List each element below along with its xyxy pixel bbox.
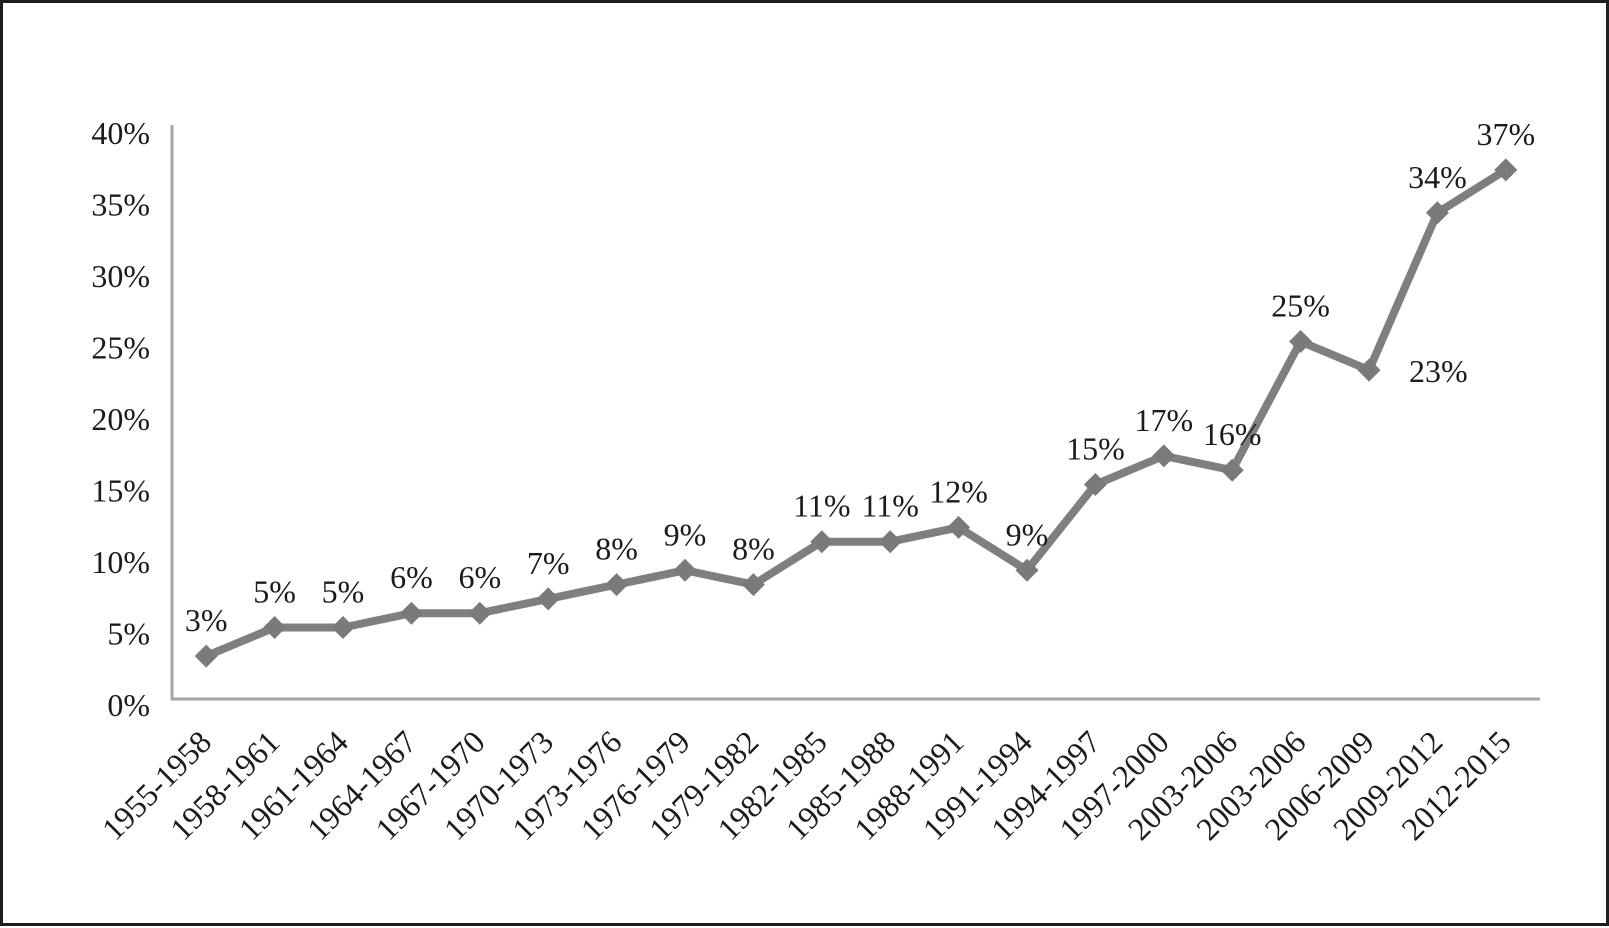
y-axis-tick-label: 40% — [91, 115, 150, 151]
y-axis-tick-label: 0% — [107, 687, 150, 723]
y-axis-tick-label: 10% — [91, 544, 150, 580]
data-point-label: 15% — [1066, 431, 1125, 467]
data-point-label: 11% — [861, 488, 918, 524]
data-point-label: 7% — [527, 545, 570, 581]
data-point-marker — [1289, 330, 1313, 353]
data-point-label: 25% — [1271, 288, 1330, 324]
data-point-marker — [1015, 558, 1039, 582]
data-point-label: 8% — [732, 531, 775, 567]
data-point-label: 9% — [664, 516, 707, 552]
data-point-marker — [1083, 473, 1107, 496]
line-chart: 0%5%10%15%20%25%30%35%40%1955-19581958-1… — [91, 115, 1540, 847]
data-point-label: 5% — [322, 574, 365, 610]
data-point-marker — [1494, 158, 1518, 182]
data-point-label: 8% — [595, 531, 638, 567]
data-point-marker — [1425, 201, 1449, 225]
data-point-label: 12% — [929, 473, 988, 509]
data-point-marker — [1357, 358, 1381, 382]
data-point-marker — [673, 558, 697, 582]
data-point-marker — [1152, 444, 1176, 468]
y-axis-tick-label: 15% — [91, 473, 150, 509]
data-point-marker — [399, 601, 423, 625]
data-point-marker — [536, 587, 560, 611]
labels-layer: 3% 5% 5% 6% 6% 7% 8% 9% 8% 11% 11% 12% 9% 15%17% 16% 25… — [185, 116, 1535, 638]
y-axis-tick-label: 5% — [107, 616, 150, 652]
data-point-marker — [741, 573, 765, 597]
y-axis-tick-label: 20% — [91, 401, 150, 437]
data-point-marker — [194, 644, 218, 668]
data-point-label: 34% — [1408, 159, 1467, 195]
data-point-label: 16% — [1203, 416, 1262, 452]
data-point-marker — [331, 616, 355, 639]
data-point-label: 6% — [390, 559, 433, 595]
data-point-label: 17% — [1134, 402, 1193, 438]
data-point-label: 9% — [1006, 516, 1049, 552]
data-point-marker — [878, 530, 902, 554]
data-point-marker — [468, 601, 492, 625]
data-point-label: 23% — [1409, 353, 1468, 389]
series-layer — [194, 158, 1518, 668]
data-point-label: 5% — [253, 574, 296, 610]
y-axis-tick-label: 35% — [91, 187, 150, 223]
data-point-marker — [605, 573, 629, 597]
data-point-label: 3% — [185, 602, 228, 638]
data-point-marker — [810, 530, 834, 554]
data-point-marker — [1220, 458, 1244, 482]
data-point-marker — [947, 515, 971, 539]
y-axis-tick-label: 25% — [91, 330, 150, 366]
y-axis-tick-label: 30% — [91, 258, 150, 294]
data-point-label: 37% — [1476, 116, 1535, 152]
data-point-label: 6% — [458, 559, 501, 595]
data-point-label: 11% — [793, 488, 850, 524]
data-point-marker — [263, 616, 287, 639]
axes-layer: 0%5%10%15%20%25%30%35%40%1955-19581958-1… — [91, 115, 1540, 847]
